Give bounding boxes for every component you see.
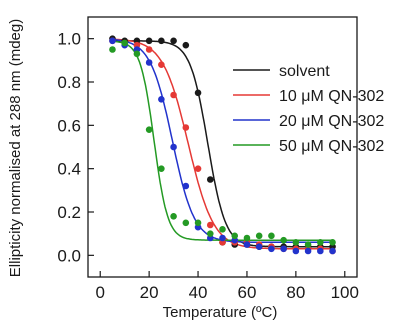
data-point-series-4 — [304, 241, 312, 248]
data-point-series-3 — [145, 59, 153, 66]
data-point-series-3 — [255, 243, 263, 250]
data-point-series-4 — [133, 50, 141, 58]
data-point-series-3 — [109, 37, 116, 45]
data-point-series-4 — [158, 165, 165, 172]
data-point-series-3 — [317, 247, 324, 255]
data-point-series-4 — [219, 226, 226, 233]
x-tick-label: 100 — [331, 283, 359, 302]
data-point-series-3 — [268, 245, 275, 253]
data-point-series-1 — [182, 41, 190, 49]
data-point-series-1 — [158, 37, 165, 45]
data-point-series-4 — [109, 46, 116, 53]
legend-label: solvent — [279, 63, 330, 80]
data-point-series-4 — [206, 230, 214, 237]
data-point-series-3 — [182, 182, 190, 190]
data-point-series-4 — [292, 239, 300, 246]
legend-label: 20 μM QN-302 — [279, 113, 384, 130]
data-point-series-3 — [292, 247, 300, 255]
data-point-series-2 — [158, 61, 165, 68]
data-point-series-2 — [206, 221, 214, 229]
plot-frame — [87, 16, 358, 278]
y-tick-label: 0.6 — [57, 116, 81, 135]
y-tick-label: 0.4 — [57, 160, 81, 179]
y-tick-label: 1.0 — [57, 30, 81, 49]
data-point-series-2 — [182, 124, 190, 131]
y-tick-label: 0.2 — [57, 203, 81, 222]
data-point-series-3 — [170, 143, 177, 151]
data-point-series-1 — [145, 37, 153, 45]
data-point-series-4 — [280, 236, 287, 244]
legend-label: 50 μM QN-302 — [279, 138, 384, 155]
data-point-series-4 — [170, 213, 177, 220]
data-point-series-2 — [145, 46, 153, 53]
data-point-series-4 — [255, 232, 263, 240]
data-point-series-4 — [194, 219, 202, 227]
legend-label: 10 μM QN-302 — [279, 88, 384, 105]
data-point-series-3 — [243, 241, 251, 248]
y-tick-label: 0.8 — [57, 73, 81, 92]
data-point-series-1 — [206, 176, 214, 183]
y-axis-title: Ellipticity normalised at 288 nm (mdeg) — [7, 19, 24, 277]
data-point-series-1 — [194, 89, 202, 97]
y-tick-label: 0.0 — [57, 246, 81, 265]
data-point-series-3 — [304, 247, 312, 255]
x-tick-label: 60 — [237, 283, 256, 302]
data-point-series-4 — [145, 126, 153, 133]
data-point-series-2 — [194, 165, 202, 172]
x-tick-label: 40 — [189, 283, 208, 302]
data-point-series-4 — [243, 234, 251, 242]
data-point-series-4 — [268, 232, 275, 240]
data-point-series-4 — [182, 219, 190, 227]
data-point-series-3 — [280, 245, 287, 253]
data-point-series-2 — [170, 91, 177, 99]
x-tick-label: 80 — [286, 283, 305, 302]
data-point-series-4 — [329, 239, 336, 246]
x-tick-label: 0 — [95, 283, 104, 302]
data-point-series-3 — [329, 247, 336, 255]
data-point-series-3 — [158, 96, 165, 103]
x-axis-title: Temperature (ºC) — [163, 304, 278, 321]
x-tick-label: 20 — [140, 283, 159, 302]
data-point-series-1 — [170, 37, 177, 45]
data-point-series-4 — [317, 239, 324, 246]
data-point-series-4 — [231, 232, 239, 240]
data-point-series-4 — [121, 39, 128, 47]
data-point-series-3 — [219, 234, 226, 242]
